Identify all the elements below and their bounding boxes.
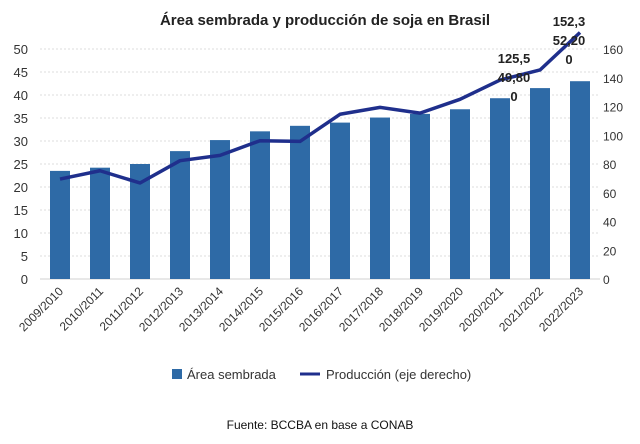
right-tick-label: 140	[603, 72, 623, 86]
bar-area	[210, 140, 230, 279]
data-label: 0	[510, 89, 517, 104]
data-label: 49,80	[498, 70, 531, 85]
data-label: 152,3	[553, 14, 586, 29]
data-label: 0	[565, 52, 572, 67]
bar-area	[250, 131, 270, 279]
bar-area	[370, 117, 390, 279]
bar-area	[490, 98, 510, 279]
source-note: Fuente: BCCBA en base a CONAB	[227, 418, 414, 432]
right-tick-label: 0	[603, 273, 610, 287]
right-tick-label: 40	[603, 216, 617, 230]
bar-area	[130, 164, 150, 279]
left-tick-label: 5	[21, 249, 28, 264]
right-tick-label: 120	[603, 101, 623, 115]
bar-area	[290, 125, 310, 279]
left-tick-label: 50	[14, 42, 28, 57]
bar-area	[50, 170, 70, 279]
left-tick-label: 20	[14, 180, 28, 195]
bar-area	[570, 81, 590, 279]
bar-area	[90, 167, 110, 279]
chart-title: Área sembrada y producción de soja en Br…	[160, 12, 490, 29]
data-label: 52,20	[553, 33, 586, 48]
legend-label-area: Área sembrada	[187, 367, 277, 382]
bar-area	[530, 88, 550, 279]
bar-area	[450, 109, 470, 279]
legend: Área sembrada Producción (eje derecho)	[172, 367, 471, 382]
left-tick-label: 30	[14, 134, 28, 149]
left-tick-label: 45	[14, 65, 28, 80]
data-label: 125,5	[498, 51, 531, 66]
right-tick-label: 100	[603, 129, 623, 143]
left-tick-label: 15	[14, 203, 28, 218]
x-tick-label: 2022/2023	[536, 284, 586, 334]
line-production	[59, 31, 582, 185]
right-tick-label: 160	[603, 43, 623, 57]
bar-area	[410, 113, 430, 279]
legend-label-production: Producción (eje derecho)	[326, 367, 471, 382]
bar-area	[330, 122, 350, 279]
right-tick-label: 60	[603, 187, 617, 201]
left-tick-label: 40	[14, 88, 28, 103]
left-tick-label: 10	[14, 226, 28, 241]
right-tick-label: 20	[603, 244, 617, 258]
left-tick-label: 25	[14, 157, 28, 172]
left-tick-label: 35	[14, 111, 28, 126]
legend-swatch-area	[172, 369, 182, 379]
bar-area	[170, 151, 190, 279]
right-tick-label: 80	[603, 158, 617, 172]
left-tick-label: 0	[21, 272, 28, 287]
